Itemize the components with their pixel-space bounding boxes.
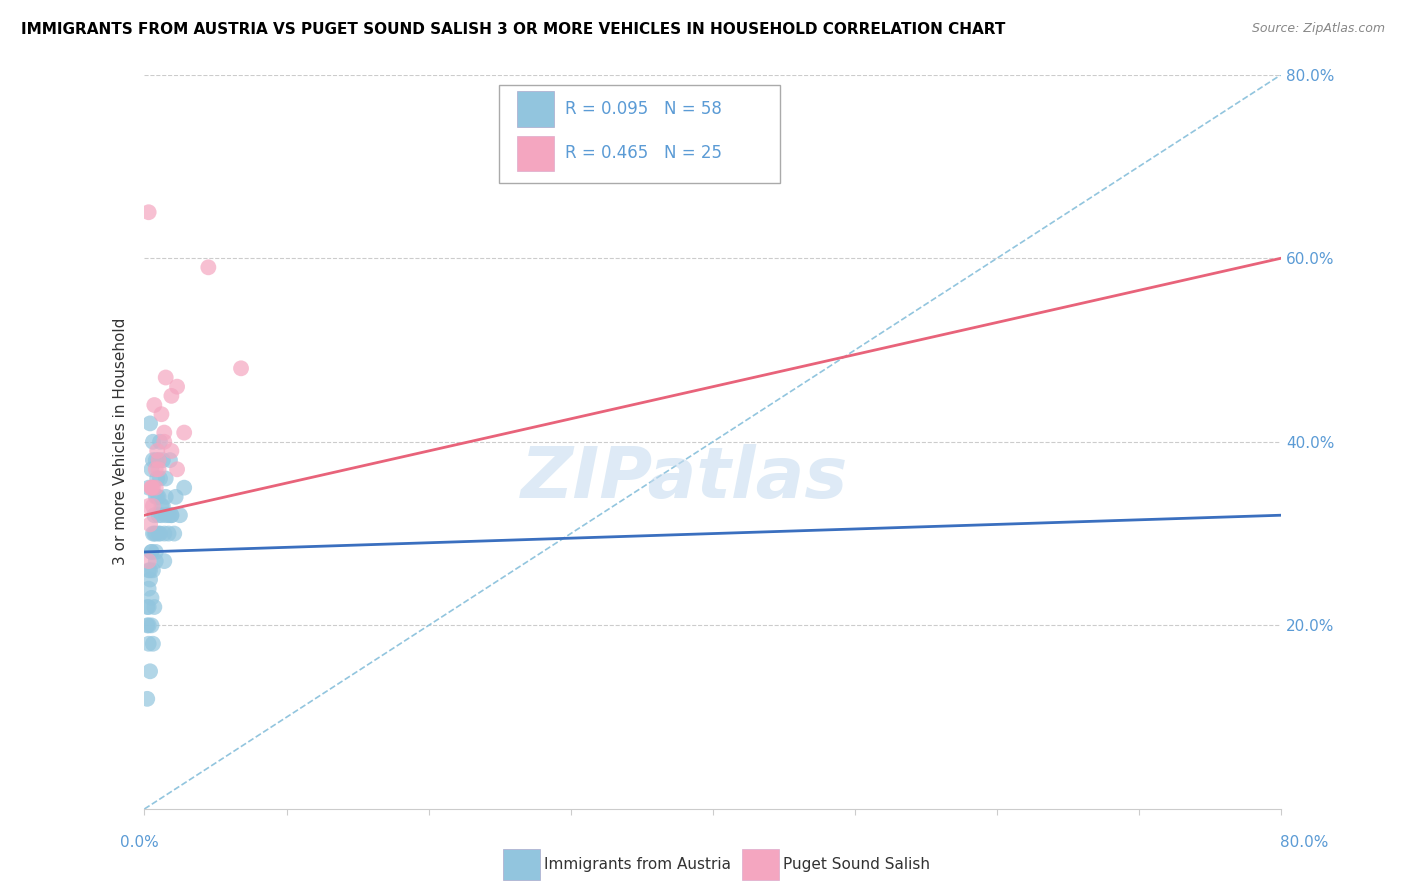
Point — [150, 407, 173, 421]
Point — [143, 600, 166, 615]
Point — [163, 526, 186, 541]
Point — [155, 508, 177, 523]
Point — [173, 425, 195, 440]
Point — [141, 545, 163, 559]
Point — [139, 417, 162, 431]
Point — [153, 554, 176, 568]
Point — [149, 434, 172, 449]
Point — [148, 490, 170, 504]
Point — [141, 481, 163, 495]
Point — [142, 499, 165, 513]
Point — [145, 481, 167, 495]
Point — [145, 545, 167, 559]
Point — [138, 205, 160, 219]
Point — [136, 618, 159, 632]
Point — [155, 471, 177, 485]
Point — [145, 462, 167, 476]
Point — [138, 481, 160, 495]
Point — [153, 434, 176, 449]
Point — [139, 517, 162, 532]
Point — [169, 508, 191, 523]
Point — [139, 563, 162, 577]
Point — [141, 462, 163, 476]
Point — [160, 508, 183, 523]
Point — [143, 526, 166, 541]
Point — [138, 554, 160, 568]
Point — [229, 361, 252, 376]
Point — [150, 508, 173, 523]
Point — [141, 481, 163, 495]
Point — [149, 526, 172, 541]
Point — [138, 600, 160, 615]
Point — [139, 573, 162, 587]
Point — [157, 508, 180, 523]
Point — [197, 260, 219, 275]
Point — [136, 691, 159, 706]
Point — [142, 481, 165, 495]
Point — [142, 563, 165, 577]
Point — [139, 665, 162, 679]
Point — [143, 508, 166, 523]
Point — [138, 563, 160, 577]
Point — [157, 526, 180, 541]
Text: 0.0%: 0.0% — [120, 836, 159, 850]
Point — [148, 462, 170, 476]
Text: Puget Sound Salish: Puget Sound Salish — [783, 857, 931, 871]
Text: Source: ZipAtlas.com: Source: ZipAtlas.com — [1251, 22, 1385, 36]
Point — [159, 453, 181, 467]
Point — [145, 490, 167, 504]
Point — [138, 582, 160, 596]
Text: Immigrants from Austria: Immigrants from Austria — [544, 857, 731, 871]
Point — [155, 490, 177, 504]
Point — [142, 453, 165, 467]
Point — [165, 490, 187, 504]
Point — [146, 444, 169, 458]
Point — [138, 637, 160, 651]
Point — [148, 526, 170, 541]
Text: 80.0%: 80.0% — [1281, 836, 1329, 850]
Point — [160, 444, 183, 458]
Point — [141, 545, 163, 559]
Text: ZIPatlas: ZIPatlas — [520, 444, 848, 513]
Point — [142, 434, 165, 449]
Point — [145, 526, 167, 541]
Point — [160, 389, 183, 403]
Point — [153, 425, 176, 440]
Text: R = 0.095   N = 58: R = 0.095 N = 58 — [565, 100, 723, 118]
Point — [145, 554, 167, 568]
Point — [155, 370, 177, 384]
Point — [146, 471, 169, 485]
Point — [148, 453, 170, 467]
Point — [141, 618, 163, 632]
Point — [138, 618, 160, 632]
Point — [152, 499, 174, 513]
Point — [142, 526, 165, 541]
Point — [153, 526, 176, 541]
Point — [149, 471, 172, 485]
Point — [146, 490, 169, 504]
Point — [173, 481, 195, 495]
Point — [142, 637, 165, 651]
Point — [150, 499, 173, 513]
Point — [148, 508, 170, 523]
Point — [138, 499, 160, 513]
Point — [148, 453, 170, 467]
Y-axis label: 3 or more Vehicles in Household: 3 or more Vehicles in Household — [114, 318, 128, 566]
Text: R = 0.465   N = 25: R = 0.465 N = 25 — [565, 145, 723, 162]
Text: IMMIGRANTS FROM AUSTRIA VS PUGET SOUND SALISH 3 OR MORE VEHICLES IN HOUSEHOLD CO: IMMIGRANTS FROM AUSTRIA VS PUGET SOUND S… — [21, 22, 1005, 37]
Point — [145, 453, 167, 467]
Point — [141, 591, 163, 605]
Point — [166, 379, 188, 393]
Point — [152, 453, 174, 467]
Point — [166, 462, 188, 476]
Point — [143, 398, 166, 412]
Point — [136, 600, 159, 615]
Point — [160, 508, 183, 523]
